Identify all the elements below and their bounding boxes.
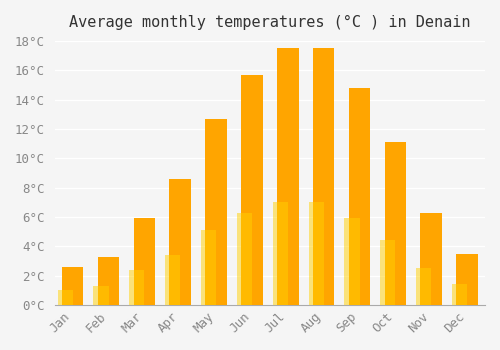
Bar [348, 88, 370, 305]
Bar [130, 271, 144, 305]
Bar [134, 218, 155, 305]
Bar [416, 268, 431, 305]
Bar [313, 48, 334, 305]
Bar [380, 240, 396, 305]
Bar [165, 254, 180, 305]
Bar [170, 179, 191, 305]
Bar [206, 119, 227, 305]
Bar [272, 202, 288, 305]
Bar [277, 48, 298, 305]
Bar [94, 286, 108, 305]
Bar [201, 231, 216, 305]
Bar [241, 75, 262, 305]
Bar [62, 267, 84, 305]
Bar [384, 142, 406, 305]
Bar [58, 290, 72, 305]
Bar [456, 254, 478, 305]
Bar [308, 202, 324, 305]
Bar [98, 257, 120, 305]
Bar [420, 212, 442, 305]
Title: Average monthly temperatures (°C ) in Denain: Average monthly temperatures (°C ) in De… [69, 15, 470, 30]
Bar [237, 213, 252, 305]
Bar [452, 285, 467, 305]
Bar [344, 218, 360, 305]
